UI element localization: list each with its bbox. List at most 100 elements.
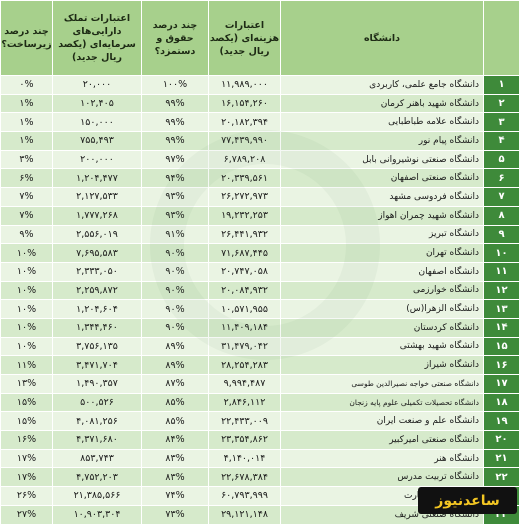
university-name: دانشگاه صنعتی امیرکبیر — [280, 430, 484, 450]
asset-credits: ۵۰۰,۵۲۶ — [52, 392, 142, 413]
table-row: ۹ دانشگاه تبریز ۲۶,۴۴۱,۹۳۲ ۹۱% ۲,۵۵۶,۰۱۹ ۹% — [0, 224, 519, 245]
salary-share: ۱۰۰% — [141, 75, 209, 95]
expense-credits: ۷۱,۶۸۷,۴۴۵ — [208, 243, 281, 263]
asset-credits: ۸۵۳,۷۴۳ — [52, 448, 142, 469]
asset-credits: ۲,۲۵۹,۸۷۲ — [52, 280, 142, 301]
salary-share: ۸۷% — [141, 374, 209, 394]
expense-credits: ۱۹,۲۳۲,۲۵۳ — [208, 205, 281, 226]
row-index: ۱۴ — [483, 317, 519, 338]
row-index: ۱۱ — [483, 261, 519, 282]
asset-credits: ۱,۷۷۷,۲۶۸ — [52, 205, 142, 226]
university-name: دانشگاه پیام نور — [280, 131, 484, 151]
infra-share: ۶% — [0, 168, 53, 189]
infra-share: ۱% — [0, 93, 53, 114]
infra-share: ۱۵% — [0, 392, 53, 413]
infra-share: ۱% — [0, 112, 53, 133]
table-body: ۱ دانشگاه جامع علمی، کاربردی ۱۱,۹۸۹,۰۰۰ ۱۰۰… — [0, 75, 519, 525]
row-index: ۱۵ — [483, 336, 519, 357]
university-name: دانشگاه تهران — [280, 243, 484, 263]
expense-credits: ۲۶,۴۴۱,۹۳۲ — [208, 224, 281, 245]
expense-credits: ۴,۱۴۰,۰۱۴ — [208, 448, 281, 469]
expense-credits: ۲,۸۴۶,۱۱۲ — [208, 392, 281, 413]
university-name: دانشگاه شیراز — [280, 355, 484, 375]
salary-share: ۹۰% — [141, 261, 209, 282]
salary-share: ۹۱% — [141, 224, 209, 245]
table-row: ۳ دانشگاه علامه طباطبایی ۲۰,۱۸۲,۳۹۴ ۹۹% ۱۵۰,… — [0, 112, 519, 133]
university-name: دانشگاه علم و صنعت ایران — [280, 411, 484, 432]
infra-share: ۱۰% — [0, 299, 53, 319]
salary-share: ۹۳% — [141, 187, 209, 207]
table-header-row: دانشگاه اعتبارات هزینه‌ای (یکصد ریال جدی… — [0, 0, 519, 76]
table-row: ۷ دانشگاه فردوسی مشهد ۲۶,۲۷۲,۹۷۳ ۹۳% ۲,۱۲۷,۵… — [0, 187, 519, 207]
university-header: دانشگاه — [280, 0, 484, 76]
row-index: ۲۱ — [483, 448, 519, 469]
salary-share: ۸۹% — [141, 336, 209, 357]
expense-credits: ۹,۹۹۴,۴۸۷ — [208, 374, 281, 394]
asset-credits: ۱,۳۴۴,۴۶۰ — [52, 317, 142, 338]
infra-share-header: چند درصد زیرساخت؟ — [0, 0, 53, 76]
salary-share: ۸۵% — [141, 411, 209, 432]
infra-share: ۷% — [0, 187, 53, 207]
table-row: ۱۱ دانشگاه اصفهان ۲۰,۷۴۷,۰۵۸ ۹۰% ۲,۳۳۳,۰۵۰ ۱۰… — [0, 261, 519, 282]
infra-share: ۲۶% — [0, 486, 53, 506]
asset-credits: ۲۱,۳۸۵,۵۶۶ — [52, 486, 142, 506]
university-name: دانشگاه خوارزمی — [280, 280, 484, 301]
row-index: ۱۷ — [483, 374, 519, 394]
asset-credits: ۲۰,۰۰۰ — [52, 75, 142, 95]
infra-share: ۲۷% — [0, 504, 53, 525]
asset-credits: ۱۰۲,۴۰۵ — [52, 93, 142, 114]
infra-share: ۱% — [0, 131, 53, 151]
row-index: ۱۳ — [483, 299, 519, 319]
salary-share: ۸۳% — [141, 448, 209, 469]
row-index: ۱ — [483, 75, 519, 95]
infra-share: ۱۱% — [0, 355, 53, 375]
university-name: دانشگاه جامع علمی، کاربردی — [280, 75, 484, 95]
infra-share: ۳% — [0, 149, 53, 170]
university-name: دانشگاه الزهرا(س) — [280, 299, 484, 319]
salary-share: ۹۳% — [141, 205, 209, 226]
expense-credits: ۷۷,۴۳۹,۹۹۰ — [208, 131, 281, 151]
salary-share: ۹۹% — [141, 131, 209, 151]
expense-credits: ۲۸,۲۵۴,۲۸۳ — [208, 355, 281, 375]
university-name: دانشگاه کردستان — [280, 317, 484, 338]
asset-credits: ۴,۰۸۱,۲۵۶ — [52, 411, 142, 432]
salary-share: ۹۰% — [141, 243, 209, 263]
asset-credits-header: اعتبارات تملک دارایی‌های سرمایه‌ای (یکصد… — [52, 0, 142, 76]
table-row: ۱۰ دانشگاه تهران ۷۱,۶۸۷,۴۴۵ ۹۰% ۷,۶۹۵,۵۸۳ ۱۰% — [0, 243, 519, 263]
asset-credits: ۱,۴۹۰,۳۵۷ — [52, 374, 142, 394]
table-row: ۶ دانشگاه صنعتی اصفهان ۲۰,۳۳۹,۵۶۱ ۹۴% ۱,۲۰۴,… — [0, 168, 519, 189]
infra-share: ۱۰% — [0, 317, 53, 338]
table-row: ۵ دانشگاه صنعتی نوشیروانی بابل ۶,۷۸۹,۲۰۸ ۹۷… — [0, 149, 519, 170]
row-index: ۶ — [483, 168, 519, 189]
salary-share: ۹۰% — [141, 280, 209, 301]
salary-share: ۸۵% — [141, 392, 209, 413]
salary-share: ۸۳% — [141, 467, 209, 488]
table-row: ۱ دانشگاه جامع علمی، کاربردی ۱۱,۹۸۹,۰۰۰ ۱۰۰… — [0, 75, 519, 95]
table-row: ۲۱ دانشگاه هنر ۴,۱۴۰,۰۱۴ ۸۳% ۸۵۳,۷۴۳ ۱۷% — [0, 448, 519, 469]
infra-share: ۹% — [0, 224, 53, 245]
expense-credits: ۱۱,۹۸۹,۰۰۰ — [208, 75, 281, 95]
table-row: ۱۹ دانشگاه علم و صنعت ایران ۲۲,۴۳۳,۰۰۹ ۸۵% ۴… — [0, 411, 519, 432]
row-index: ۱۰ — [483, 243, 519, 263]
salary-share: ۹۰% — [141, 317, 209, 338]
asset-credits: ۴,۷۵۲,۲۰۳ — [52, 467, 142, 488]
asset-credits: ۲,۳۳۳,۰۵۰ — [52, 261, 142, 282]
infra-share: ۱۷% — [0, 448, 53, 469]
row-index: ۷ — [483, 187, 519, 207]
university-name: دانشگاه فردوسی مشهد — [280, 187, 484, 207]
salary-share: ۷۳% — [141, 504, 209, 525]
asset-credits: ۷,۶۹۵,۵۸۳ — [52, 243, 142, 263]
infra-share: ۷% — [0, 205, 53, 226]
university-name: دانشگاه صنعتی نوشیروانی بابل — [280, 149, 484, 170]
university-name: دانشگاه صنعتی اصفهان — [280, 168, 484, 189]
expense-credits: ۱۱,۴۰۹,۱۸۴ — [208, 317, 281, 338]
asset-credits: ۱,۲۰۴,۴۷۷ — [52, 168, 142, 189]
university-name: دانشگاه صنعتی خواجه نصیرالدین طوسی — [280, 374, 484, 394]
expense-credits: ۲۰,۱۸۲,۳۹۴ — [208, 112, 281, 133]
table-row: ۱۴ دانشگاه کردستان ۱۱,۴۰۹,۱۸۴ ۹۰% ۱,۳۴۴,۴۶۰ ۱… — [0, 317, 519, 338]
table-row: ۴ دانشگاه پیام نور ۷۷,۴۳۹,۹۹۰ ۹۹% ۷۵۵,۴۹۳ ۱% — [0, 131, 519, 151]
row-index: ۱۸ — [483, 392, 519, 413]
asset-credits: ۱۵۰,۰۰۰ — [52, 112, 142, 133]
expense-credits: ۳۱,۴۷۹,۰۴۲ — [208, 336, 281, 357]
infra-share: ۱۰% — [0, 243, 53, 263]
